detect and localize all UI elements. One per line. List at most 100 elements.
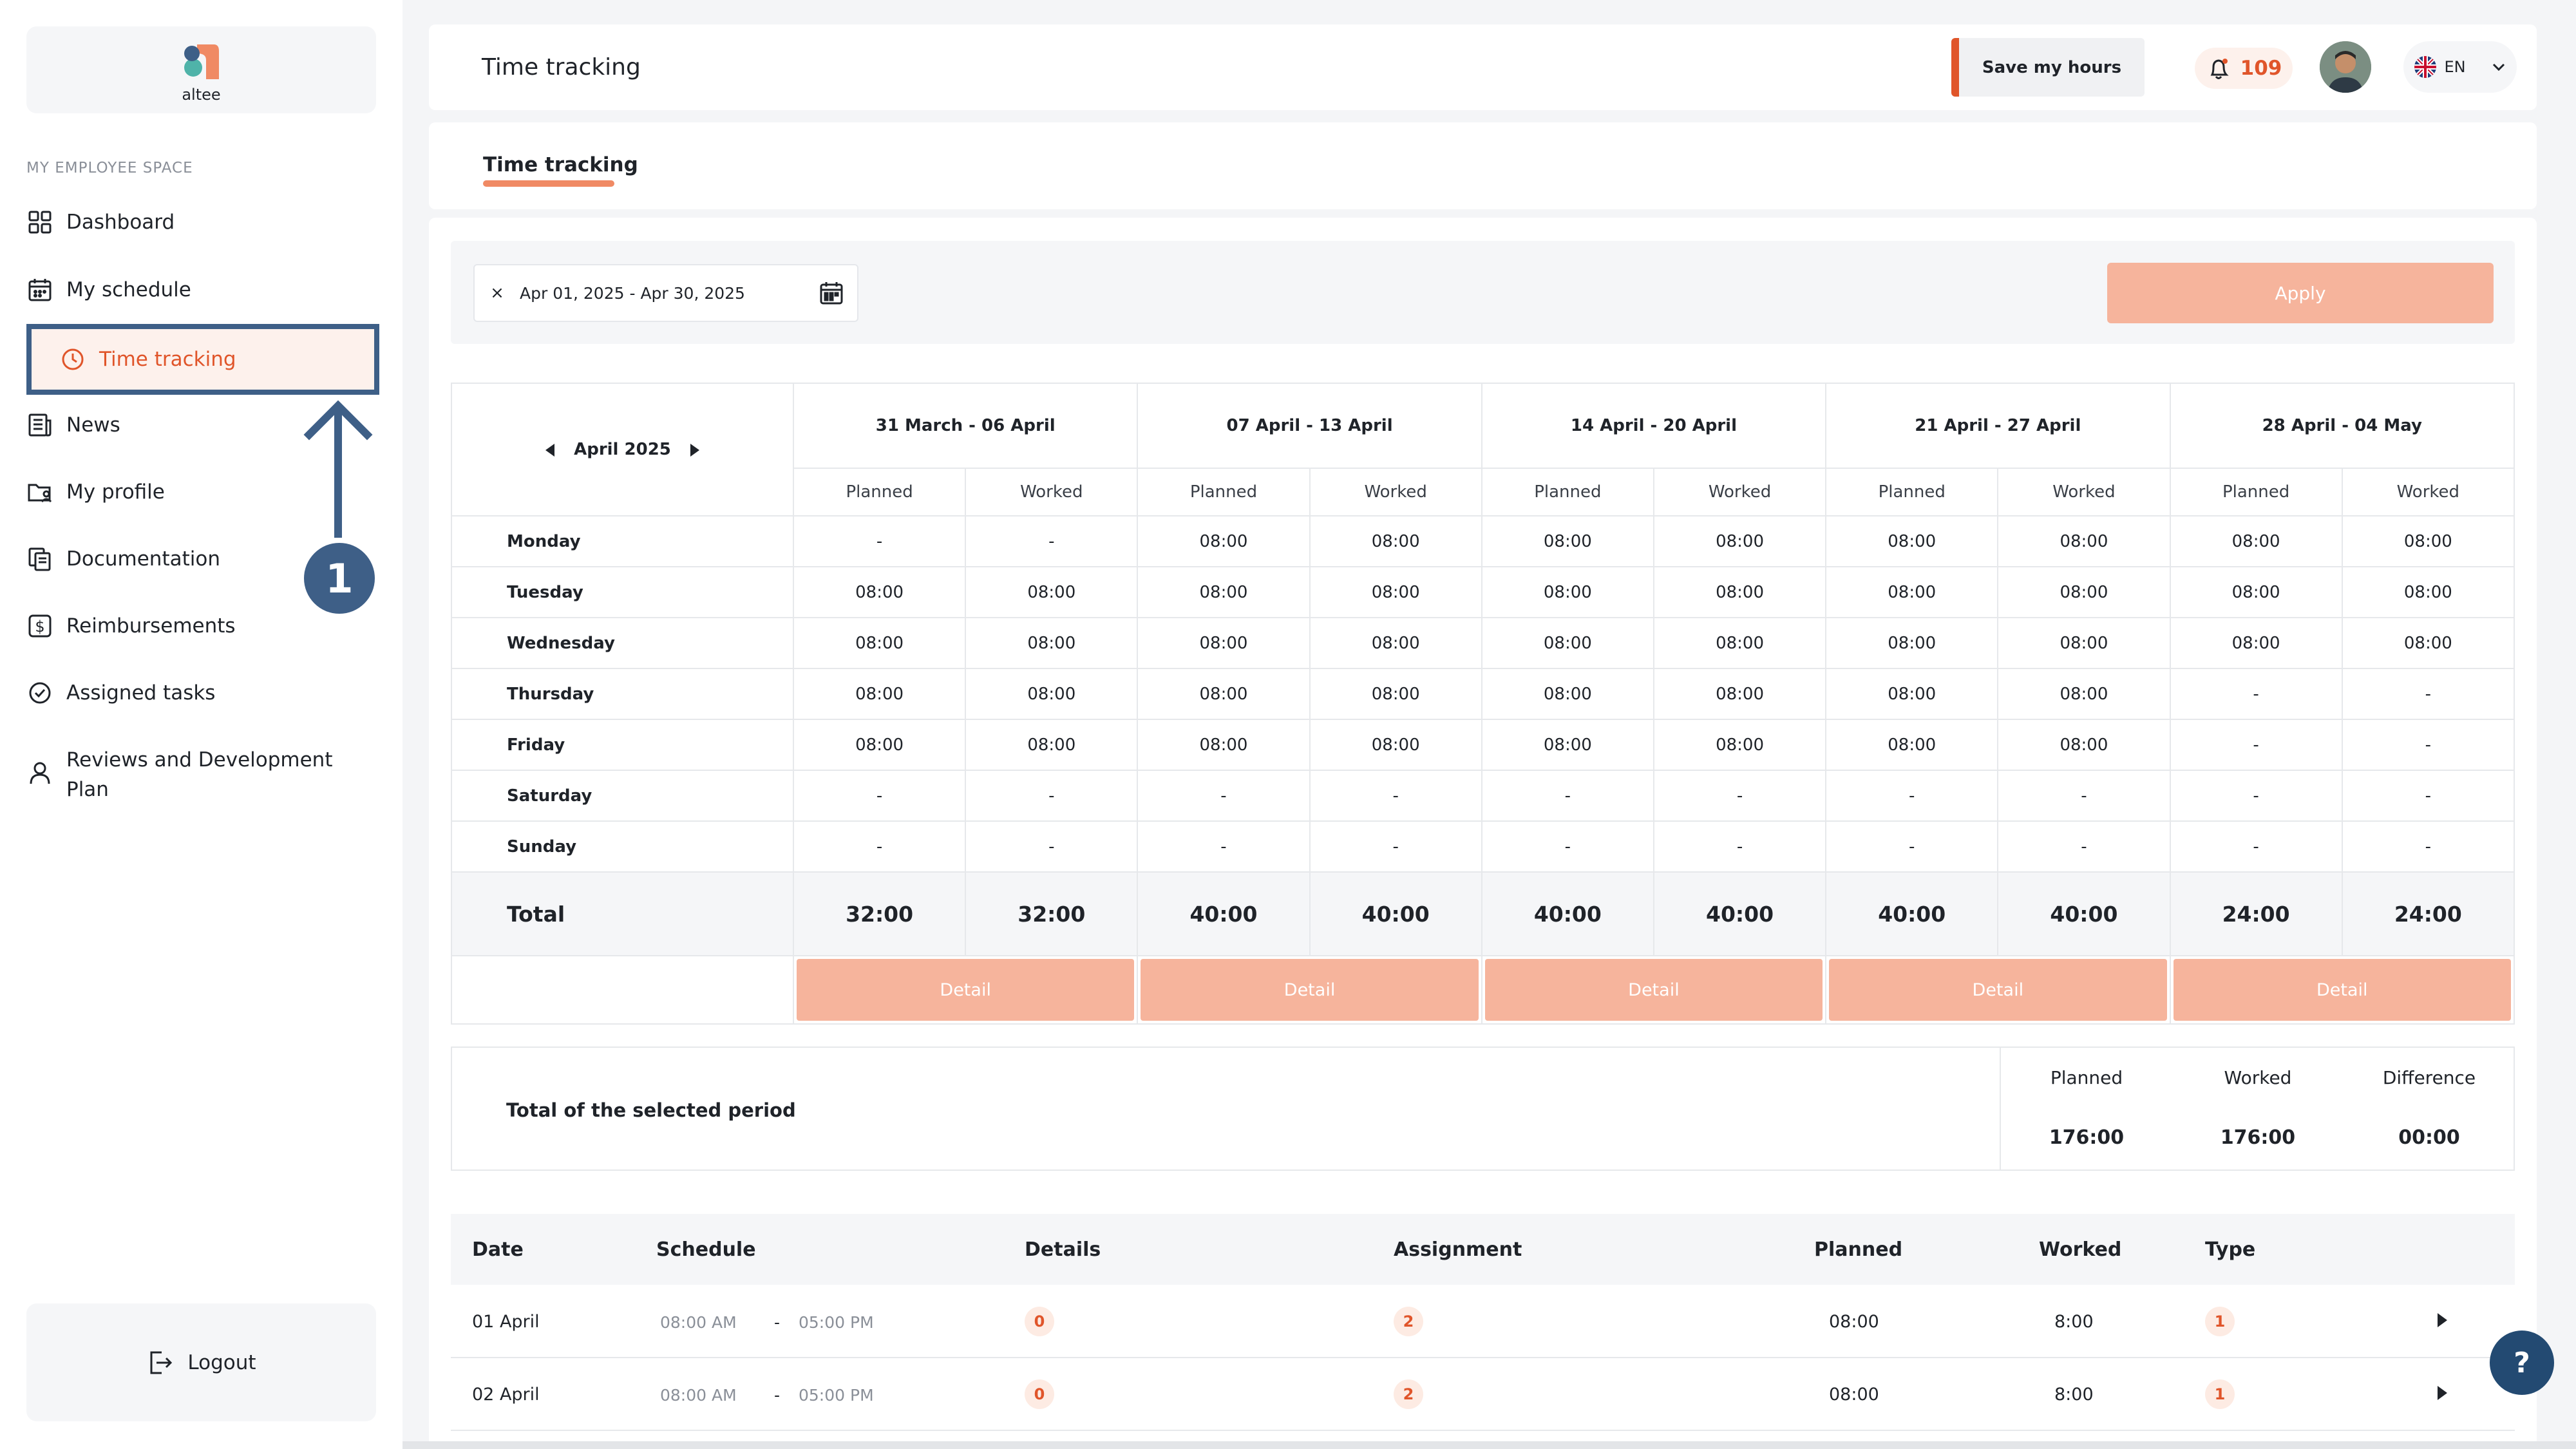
sidebar-item-assigned-tasks[interactable]: Assigned tasks bbox=[26, 667, 376, 719]
sidebar-item-my-profile[interactable]: My profile bbox=[26, 466, 376, 518]
worked-hours-cell: 08:00 bbox=[2341, 566, 2515, 618]
planned-column-header: Planned bbox=[1825, 468, 1999, 516]
row-date: 01 April bbox=[472, 1312, 540, 1332]
worked-total-cell: 40:00 bbox=[1997, 871, 2171, 956]
worked-hours-cell: - bbox=[2341, 820, 2515, 873]
week-detail-button[interactable]: Detail bbox=[1484, 959, 1823, 1021]
bell-icon bbox=[2206, 55, 2231, 81]
day-list-row[interactable]: 02 April 08:00 AM -05:00 PM 0 2 08:00 8:00 1 bbox=[451, 1359, 2515, 1431]
summary-planned-value: 176:00 bbox=[2049, 1126, 2125, 1149]
week-detail-button[interactable]: Detail bbox=[2173, 959, 2511, 1021]
date-range-input[interactable]: × Apr 01, 2025 - Apr 30, 2025 bbox=[473, 264, 858, 322]
day-name: Wednesday bbox=[451, 617, 794, 669]
day-list-row[interactable]: 01 April 08:00 AM -05:00 PM 0 2 08:00 8:00 1 bbox=[451, 1286, 2515, 1358]
language-selector[interactable]: EN bbox=[2403, 41, 2517, 93]
svg-text:$: $ bbox=[35, 618, 44, 636]
type-badge: 1 bbox=[2205, 1307, 2235, 1336]
avatar[interactable] bbox=[2320, 41, 2371, 93]
planned-hours-cell: 08:00 bbox=[1481, 668, 1654, 720]
sidebar-item-reviews[interactable]: Reviews and Development Plan bbox=[26, 745, 348, 810]
tab-time-tracking[interactable]: Time tracking bbox=[483, 153, 638, 176]
planned-hours-cell: - bbox=[1137, 820, 1311, 873]
week-detail-button[interactable]: Detail bbox=[1829, 959, 2167, 1021]
column-header-assignment: Assignment bbox=[1394, 1238, 1522, 1261]
apply-button[interactable]: Apply bbox=[2107, 263, 2494, 323]
detail-cell: Detail bbox=[1137, 955, 1482, 1025]
row-worked: 8:00 bbox=[2054, 1312, 2094, 1332]
period-summary: Total of the selected period Planned 176… bbox=[451, 1046, 2515, 1171]
calendar-icon[interactable] bbox=[806, 281, 857, 305]
next-month-icon[interactable] bbox=[690, 443, 699, 457]
schedule-end-time[interactable]: 05:00 PM bbox=[799, 1312, 874, 1332]
week-detail-button[interactable]: Detail bbox=[797, 959, 1135, 1021]
day-row: Wednesday 08:00 08:00 08:00 08:00 08:00 08:00 0… bbox=[451, 617, 2515, 669]
tutorial-arrow-icon bbox=[303, 400, 373, 538]
planned-total-cell: 32:00 bbox=[792, 871, 967, 956]
day-name: Monday bbox=[451, 515, 794, 567]
planned-hours-cell: 08:00 bbox=[1825, 617, 1999, 669]
day-name: Thursday bbox=[451, 668, 794, 720]
column-header-worked: Worked bbox=[2039, 1238, 2122, 1261]
day-name: Saturday bbox=[451, 770, 794, 822]
check-circle-icon bbox=[26, 679, 53, 706]
detail-row-spacer bbox=[451, 955, 794, 1025]
week-detail-button[interactable]: Detail bbox=[1141, 959, 1479, 1021]
planned-hours-cell: 08:00 bbox=[1137, 566, 1311, 618]
save-my-hours-button[interactable]: Save my hours bbox=[1951, 38, 2145, 97]
worked-hours-cell: - bbox=[965, 770, 1139, 822]
date-range-value: Apr 01, 2025 - Apr 30, 2025 bbox=[520, 283, 745, 303]
sidebar-item-documentation[interactable]: Documentation bbox=[26, 533, 376, 585]
sidebar-item-reimbursements[interactable]: $ Reimbursements bbox=[26, 600, 376, 652]
planned-hours-cell: 08:00 bbox=[1481, 566, 1654, 618]
schedule-separator: - bbox=[774, 1312, 781, 1332]
logo[interactable]: altee bbox=[26, 26, 376, 113]
planned-hours-cell: 08:00 bbox=[792, 566, 967, 618]
worked-hours-cell: - bbox=[2341, 719, 2515, 771]
worked-hours-cell: 08:00 bbox=[1653, 566, 1827, 618]
documents-icon bbox=[26, 545, 53, 573]
worked-total-cell: 40:00 bbox=[1309, 871, 1482, 956]
tutorial-step-badge: 1 bbox=[304, 543, 375, 614]
schedule-separator: - bbox=[774, 1385, 781, 1405]
expand-row-icon[interactable] bbox=[2438, 1386, 2447, 1400]
horizontal-scrollbar[interactable] bbox=[402, 1441, 2576, 1449]
planned-hours-cell: 08:00 bbox=[1137, 617, 1311, 669]
worked-hours-cell: 08:00 bbox=[1309, 617, 1482, 669]
worked-total-cell: 24:00 bbox=[2341, 871, 2515, 956]
worked-hours-cell: - bbox=[1653, 820, 1827, 873]
detail-cell: Detail bbox=[2169, 955, 2515, 1025]
calendar-icon bbox=[26, 276, 53, 303]
schedule-end-time[interactable]: 05:00 PM bbox=[799, 1385, 874, 1405]
planned-hours-cell: - bbox=[792, 820, 967, 873]
folder-user-icon bbox=[26, 478, 53, 506]
sidebar-item-my-schedule[interactable]: My schedule bbox=[26, 264, 376, 316]
expand-row-icon[interactable] bbox=[2438, 1313, 2447, 1327]
worked-total-cell: 32:00 bbox=[965, 871, 1139, 956]
row-date: 02 April bbox=[472, 1385, 540, 1405]
uk-flag-icon bbox=[2414, 56, 2437, 78]
help-button[interactable]: ? bbox=[2490, 1331, 2554, 1395]
sidebar-item-dashboard[interactable]: Dashboard bbox=[26, 196, 376, 248]
worked-hours-cell: 08:00 bbox=[1997, 668, 2171, 720]
sidebar-item-label: My schedule bbox=[66, 278, 191, 301]
previous-month-icon[interactable] bbox=[545, 443, 555, 457]
logout-icon bbox=[146, 1349, 175, 1377]
worked-hours-cell: - bbox=[1653, 770, 1827, 822]
notifications-button[interactable]: 109 bbox=[2195, 48, 2293, 89]
planned-hours-cell: 08:00 bbox=[1481, 515, 1654, 567]
planned-hours-cell: - bbox=[1825, 820, 1999, 873]
sidebar-item-time-tracking[interactable]: Time tracking bbox=[30, 326, 377, 392]
sidebar-item-label: Reimbursements bbox=[66, 614, 236, 638]
worked-hours-cell: 08:00 bbox=[1309, 515, 1482, 567]
planned-hours-cell: 08:00 bbox=[1825, 515, 1999, 567]
sidebar-item-news[interactable]: News bbox=[26, 399, 376, 451]
planned-hours-cell: 08:00 bbox=[1481, 719, 1654, 771]
sidebar-item-label: Reviews and Development Plan bbox=[66, 748, 333, 801]
worked-hours-cell: 08:00 bbox=[2341, 617, 2515, 669]
logout-button[interactable]: Logout bbox=[26, 1303, 376, 1421]
clear-date-icon[interactable]: × bbox=[490, 283, 504, 303]
schedule-start-time[interactable]: 08:00 AM bbox=[660, 1385, 737, 1405]
planned-hours-cell: 08:00 bbox=[1137, 719, 1311, 771]
top-bar: Time tracking Save my hours 109 EN bbox=[429, 24, 2537, 110]
schedule-start-time[interactable]: 08:00 AM bbox=[660, 1312, 737, 1332]
